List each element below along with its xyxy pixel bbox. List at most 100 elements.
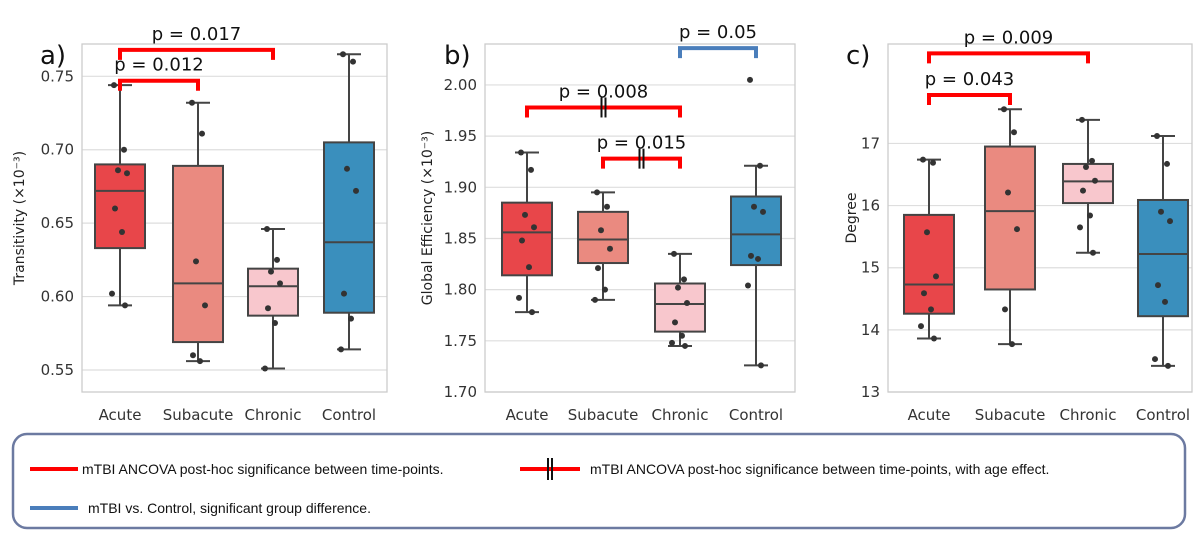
legend-label-red: mTBI ANCOVA post-hoc significance betwee… — [82, 461, 444, 477]
data-point — [353, 187, 359, 194]
chart-panels: 0.55 0.60 0.65 0.70 0.75 Acute Subacute Chronic… — [12, 22, 1193, 424]
y-tick-label: 2.00 — [444, 76, 477, 94]
data-point — [1014, 226, 1020, 233]
data-point — [528, 166, 534, 173]
box-iqr — [172, 164, 224, 344]
data-point — [1083, 164, 1089, 171]
data-point — [679, 332, 685, 339]
data-point — [747, 76, 753, 83]
data-point — [755, 255, 761, 262]
data-point — [272, 319, 278, 326]
data-point — [671, 250, 677, 257]
data-point — [920, 156, 926, 163]
x-tick-label: Acute — [908, 406, 951, 424]
data-point — [115, 167, 121, 174]
significance-bracket: p = 0.008 — [525, 81, 682, 118]
panel-2: 1.70 1.75 1.80 1.85 1.90 1.95 2.00 Acute Subacut… — [420, 22, 796, 424]
box-control — [323, 53, 375, 351]
x-tick-label: Chronic — [652, 406, 709, 424]
x-tick-label: Subacute — [975, 406, 1046, 424]
bracket-line — [601, 156, 682, 169]
data-point — [594, 189, 600, 196]
legend-frame — [11, 432, 1187, 530]
data-point — [516, 294, 522, 301]
data-point — [751, 203, 757, 210]
data-point — [277, 280, 283, 287]
data-point — [121, 146, 127, 153]
bracket-line — [678, 46, 758, 59]
data-point — [340, 51, 346, 58]
data-point — [757, 162, 763, 169]
data-point — [1167, 218, 1173, 225]
significance-bracket: p = 0.017 — [118, 24, 275, 60]
data-point — [924, 229, 930, 236]
data-point — [526, 264, 532, 271]
data-point — [268, 268, 274, 275]
data-point — [675, 284, 681, 291]
legend-label-blue: mTBI vs. Control, significant group diff… — [88, 500, 371, 516]
panel-label: b) — [444, 41, 471, 71]
data-point — [111, 82, 117, 89]
data-point — [1087, 212, 1093, 219]
box-subacute — [984, 108, 1036, 346]
data-point — [262, 365, 268, 372]
box-iqr — [730, 195, 782, 267]
bracket-line — [118, 47, 275, 60]
data-point — [519, 237, 525, 244]
p-value-label: p = 0.008 — [559, 81, 648, 102]
data-point — [1009, 341, 1015, 348]
panel-label: a) — [40, 41, 66, 71]
data-point — [350, 58, 356, 65]
y-tick-label: 0.70 — [41, 141, 74, 159]
data-point — [112, 205, 118, 212]
y-tick-label: 15 — [861, 259, 880, 277]
bracket-line — [525, 105, 682, 118]
data-point — [1090, 249, 1096, 256]
data-point — [930, 159, 936, 166]
data-point — [1092, 177, 1098, 184]
x-tick-label: Subacute — [163, 406, 234, 424]
data-point — [1079, 116, 1085, 123]
p-value-label: p = 0.043 — [925, 69, 1014, 90]
panel-1: 0.55 0.60 0.65 0.70 0.75 Acute Subacute Chronic… — [12, 24, 388, 424]
x-tick-label: Subacute — [568, 406, 639, 424]
data-point — [604, 203, 610, 210]
p-value-label: p = 0.017 — [152, 24, 241, 45]
data-point — [189, 99, 195, 106]
plot-frame — [484, 43, 796, 393]
y-axis-label: Global Efficiency (×10⁻³) — [420, 131, 436, 305]
data-point — [119, 228, 125, 235]
data-point — [760, 208, 766, 215]
box-iqr — [577, 210, 629, 265]
data-point — [921, 290, 927, 297]
y-tick-label: 1.90 — [444, 178, 477, 196]
data-point — [197, 358, 203, 365]
box-acute — [94, 84, 146, 307]
data-point — [1154, 132, 1160, 139]
x-tick-label: Control — [729, 406, 783, 424]
box-iqr — [247, 267, 299, 317]
data-point — [202, 302, 208, 309]
y-tick-label: 1.70 — [444, 383, 477, 401]
y-tick-label: 16 — [861, 197, 880, 215]
data-point — [933, 273, 939, 280]
data-point — [748, 252, 754, 259]
x-tick-label: Chronic — [245, 406, 302, 424]
y-axis-label: Transitivity (×10⁻³) — [12, 151, 28, 286]
data-point — [338, 346, 344, 353]
data-point — [918, 323, 924, 330]
data-point — [264, 226, 270, 233]
box-control — [730, 164, 782, 367]
box-control — [1137, 134, 1189, 367]
data-point — [348, 315, 354, 322]
data-point — [1164, 160, 1170, 167]
x-tick-label: Control — [1136, 406, 1190, 424]
y-tick-label: 14 — [861, 321, 880, 339]
significance-bracket: p = 0.05 — [678, 22, 758, 59]
data-point — [1011, 129, 1017, 136]
data-point — [109, 290, 115, 297]
box-iqr — [1137, 198, 1189, 318]
data-point — [341, 290, 347, 297]
legend: mTBI ANCOVA post-hoc significance betwee… — [11, 432, 1187, 530]
data-point — [1155, 282, 1161, 289]
